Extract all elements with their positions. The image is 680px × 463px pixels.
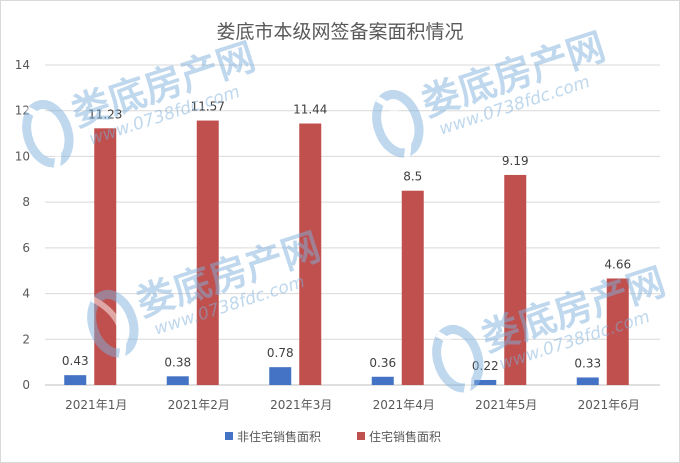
x-tick-label: 2021年4月 [373,398,435,412]
data-label: 0.38 [164,355,191,369]
bar-non-residential [269,367,292,385]
data-labels: 0.4311.230.3811.570.7811.440.368.50.229.… [62,100,631,373]
data-label: 9.19 [502,154,529,168]
bar-residential [94,128,117,386]
bar-non-residential [474,379,497,385]
legend-label: 非住宅销售面积 [237,429,321,444]
legend-swatch [357,432,365,440]
y-tick-label: 8 [22,195,30,209]
bar-non-residential [576,377,599,385]
legend: 非住宅销售面积 住宅销售面积 [225,429,441,444]
data-label: 0.43 [62,354,89,368]
data-label: 11.23 [88,107,122,121]
x-tick-label: 2021年2月 [168,398,230,412]
x-tick-label: 2021年5月 [475,398,537,412]
legend-label: 住宅销售面积 [369,429,441,444]
data-label: 0.33 [574,356,601,370]
x-tick-label: 2021年3月 [270,398,332,412]
bars [64,120,629,386]
data-label: 0.78 [267,346,294,360]
bar-residential [606,278,629,385]
gridlines [45,64,660,386]
chart-title: 娄底市本级网签备案面积情况 [216,21,463,43]
data-label: 0.36 [369,356,396,370]
bar-non-residential [166,376,189,385]
data-label: 11.57 [191,100,225,114]
y-tick-label: 10 [15,149,30,163]
x-axis-labels: 2021年1月 2021年2月 2021年3月 2021年4月 2021年5月 2021年… [65,398,640,412]
data-label: 8.5 [403,170,422,184]
x-tick-label: 2021年6月 [578,398,640,412]
bar-non-residential [371,376,394,385]
bar-residential [299,123,322,385]
data-label: 11.44 [293,103,327,117]
y-tick-label: 0 [22,378,30,392]
bar-residential [196,120,219,386]
x-tick-label: 2021年1月 [65,398,127,412]
y-tick-label: 4 [22,287,30,301]
bar-residential [504,174,527,385]
y-tick-label: 2 [22,332,30,346]
y-tick-label: 6 [22,241,30,255]
bar-residential [401,190,424,385]
y-tick-label: 14 [15,58,30,72]
legend-swatch [225,432,233,440]
bar-non-residential [64,375,87,385]
data-label: 4.66 [604,257,631,271]
